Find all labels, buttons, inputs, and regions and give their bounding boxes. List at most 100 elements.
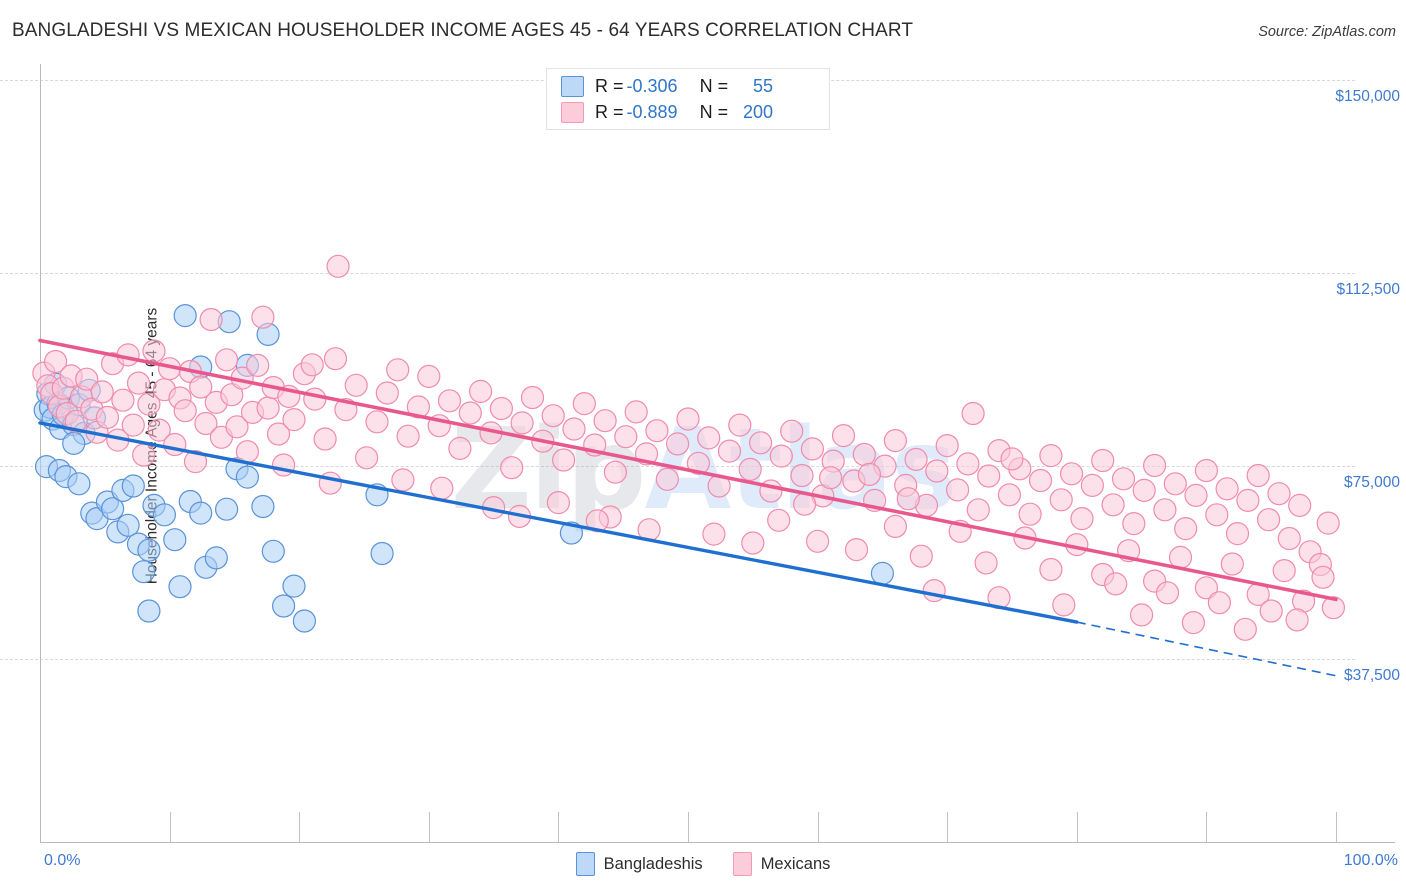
data-point	[121, 474, 145, 498]
x-axis-tick	[817, 812, 819, 842]
data-point	[637, 518, 661, 542]
x-axis-tick	[688, 812, 689, 842]
y-axis-title: Householder Income Ages 45 - 64 years	[143, 307, 161, 585]
data-point	[1039, 444, 1063, 468]
data-point	[805, 529, 830, 553]
data-point	[292, 362, 316, 386]
data-point	[818, 466, 843, 490]
data-point	[178, 489, 202, 514]
data-point	[323, 347, 348, 371]
data-point	[1008, 457, 1032, 481]
data-point	[500, 456, 524, 480]
data-point	[158, 357, 182, 381]
data-point	[1233, 617, 1257, 641]
series-bangladeshis	[33, 304, 895, 633]
x-axis-tick	[558, 812, 560, 842]
data-point	[1132, 478, 1156, 502]
data-point	[266, 422, 291, 446]
data-point	[80, 501, 104, 525]
data-point	[62, 431, 86, 455]
data-point	[43, 372, 68, 396]
data-point	[665, 432, 690, 456]
data-point	[510, 411, 534, 435]
data-point	[1321, 596, 1346, 620]
data-point	[64, 409, 88, 433]
data-point	[759, 479, 783, 503]
data-point	[1104, 572, 1128, 596]
data-point	[95, 490, 120, 514]
data-point	[62, 413, 86, 437]
trend-line-solid	[38, 421, 1079, 624]
x-axis-tick	[428, 812, 430, 842]
data-point	[33, 398, 57, 422]
swatch-blue-icon	[561, 75, 584, 97]
data-point	[251, 494, 275, 519]
data-point	[583, 433, 607, 457]
data-point	[277, 384, 301, 408]
data-point	[256, 322, 280, 346]
data-point	[1225, 521, 1250, 546]
data-point	[489, 396, 513, 421]
data-point	[520, 385, 545, 410]
data-point	[194, 555, 218, 579]
data-point	[1111, 467, 1136, 491]
data-point	[997, 483, 1022, 507]
data-point	[90, 380, 114, 404]
data-point	[469, 379, 493, 403]
data-point	[559, 521, 584, 545]
data-point	[1049, 488, 1073, 512]
data-point	[780, 419, 804, 443]
data-point	[844, 537, 869, 562]
correlation-stats-box: R = -0.306 N = 55 R = -0.889 N = 200	[546, 68, 830, 130]
data-point	[702, 522, 726, 546]
data-point	[974, 551, 998, 575]
data-point	[1039, 557, 1063, 582]
data-point	[562, 417, 586, 441]
x-axis-max-label: 100.0%	[1343, 852, 1398, 869]
data-point	[1091, 562, 1115, 587]
data-point	[1194, 576, 1219, 600]
data-point	[707, 474, 731, 498]
data-point	[365, 483, 389, 507]
data-point	[894, 473, 918, 497]
data-point	[69, 385, 94, 409]
source-label: Source: ZipAtlas.com	[1258, 24, 1396, 40]
data-point	[922, 578, 946, 603]
data-point	[85, 420, 109, 444]
data-point	[272, 594, 296, 618]
data-point	[479, 421, 503, 445]
gridline	[0, 659, 1355, 660]
gridline	[0, 466, 1355, 467]
r-value-blue: -0.306	[626, 75, 678, 96]
data-point	[82, 406, 107, 430]
data-point	[209, 425, 233, 449]
data-point	[85, 506, 109, 531]
data-point	[811, 484, 835, 508]
data-point	[235, 440, 259, 464]
data-point	[1308, 552, 1333, 577]
data-point	[168, 386, 192, 410]
data-point	[852, 442, 876, 467]
data-point	[56, 386, 81, 410]
zipatlas-watermark: ZipAtlas	[451, 405, 958, 535]
legend-item-bangladeshis[interactable]: Bangladeshis	[575, 852, 703, 876]
x-axis-tick	[947, 812, 949, 842]
data-point	[987, 586, 1011, 610]
trend-line-dashed	[1076, 621, 1337, 677]
data-point	[43, 349, 68, 374]
data-point	[430, 476, 454, 500]
data-point	[111, 478, 135, 502]
swatch-pink-icon	[561, 101, 584, 123]
data-point	[199, 307, 223, 332]
data-point	[168, 575, 192, 599]
legend-item-mexicans[interactable]: Mexicans	[732, 852, 830, 876]
r-label-pink: R =	[595, 101, 624, 122]
data-point	[251, 305, 275, 329]
data-point	[1194, 458, 1219, 483]
data-point	[334, 398, 358, 422]
data-point	[769, 444, 793, 468]
data-point	[767, 508, 791, 532]
data-point	[1207, 591, 1232, 615]
data-point	[697, 426, 721, 450]
data-point	[593, 409, 617, 433]
